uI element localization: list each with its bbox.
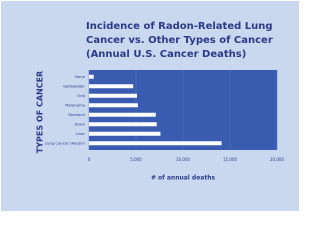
x-tick-label: 5,000 bbox=[130, 157, 142, 162]
x-tick-label: 15,000 bbox=[223, 157, 237, 162]
y-tick-label: Stomach bbox=[68, 112, 85, 117]
chart-title: Incidence of Radon-Related Lung bbox=[86, 21, 273, 32]
bar bbox=[89, 74, 94, 79]
x-axis-label: # of annual deaths bbox=[151, 175, 216, 182]
bar bbox=[89, 141, 222, 146]
bar bbox=[89, 93, 137, 98]
y-tick-label: Lung Cancer (Radon) bbox=[45, 140, 86, 145]
y-tick-label: None bbox=[75, 74, 86, 79]
bar bbox=[89, 122, 157, 127]
y-tick-label: Oral bbox=[77, 93, 85, 98]
bar bbox=[89, 103, 138, 108]
bar bbox=[89, 131, 161, 136]
y-tick-label: Brain bbox=[75, 121, 86, 126]
x-tick-label: 20,000 bbox=[270, 157, 284, 162]
x-tick-label: 10,000 bbox=[176, 157, 190, 162]
y-axis-label: TYPES OF CANCER bbox=[36, 71, 45, 153]
y-tick-label: Gallbladder bbox=[63, 83, 85, 88]
bar bbox=[89, 112, 156, 117]
chart: Incidence of Radon-Related Lung Cancer vs… bbox=[1, 1, 299, 211]
chart-title: Cancer vs. Other Types of Cancer bbox=[86, 35, 273, 46]
x-tick-label: 0 bbox=[88, 157, 91, 162]
y-tick-label: Melanoma bbox=[65, 102, 85, 107]
chart-title: (Annual U.S. Cancer Deaths) bbox=[86, 49, 246, 60]
y-tick-label: Liver bbox=[76, 131, 86, 136]
bar bbox=[89, 84, 134, 89]
